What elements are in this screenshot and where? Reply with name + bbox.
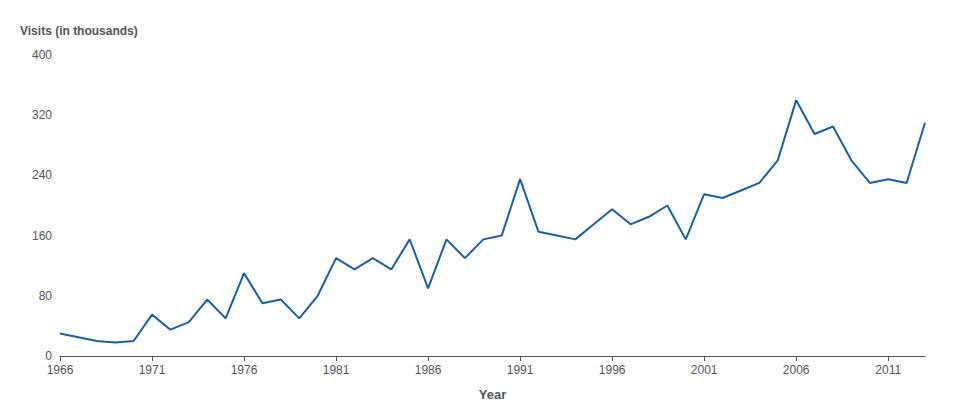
- svg-text:80: 80: [39, 289, 53, 303]
- svg-text:1996: 1996: [599, 363, 626, 377]
- svg-text:2001: 2001: [691, 363, 718, 377]
- svg-text:240: 240: [32, 168, 52, 182]
- svg-text:Visits (in thousands): Visits (in thousands): [20, 24, 138, 38]
- svg-text:1981: 1981: [323, 363, 350, 377]
- svg-text:2006: 2006: [783, 363, 810, 377]
- svg-text:1986: 1986: [415, 363, 442, 377]
- svg-text:Year: Year: [479, 387, 506, 402]
- svg-text:160: 160: [32, 229, 52, 243]
- svg-text:1991: 1991: [507, 363, 534, 377]
- svg-text:1966: 1966: [47, 363, 74, 377]
- svg-text:400: 400: [32, 48, 52, 62]
- svg-text:0: 0: [45, 349, 52, 363]
- svg-text:1976: 1976: [231, 363, 258, 377]
- svg-text:1971: 1971: [139, 363, 166, 377]
- svg-text:320: 320: [32, 108, 52, 122]
- svg-text:2011: 2011: [875, 363, 901, 377]
